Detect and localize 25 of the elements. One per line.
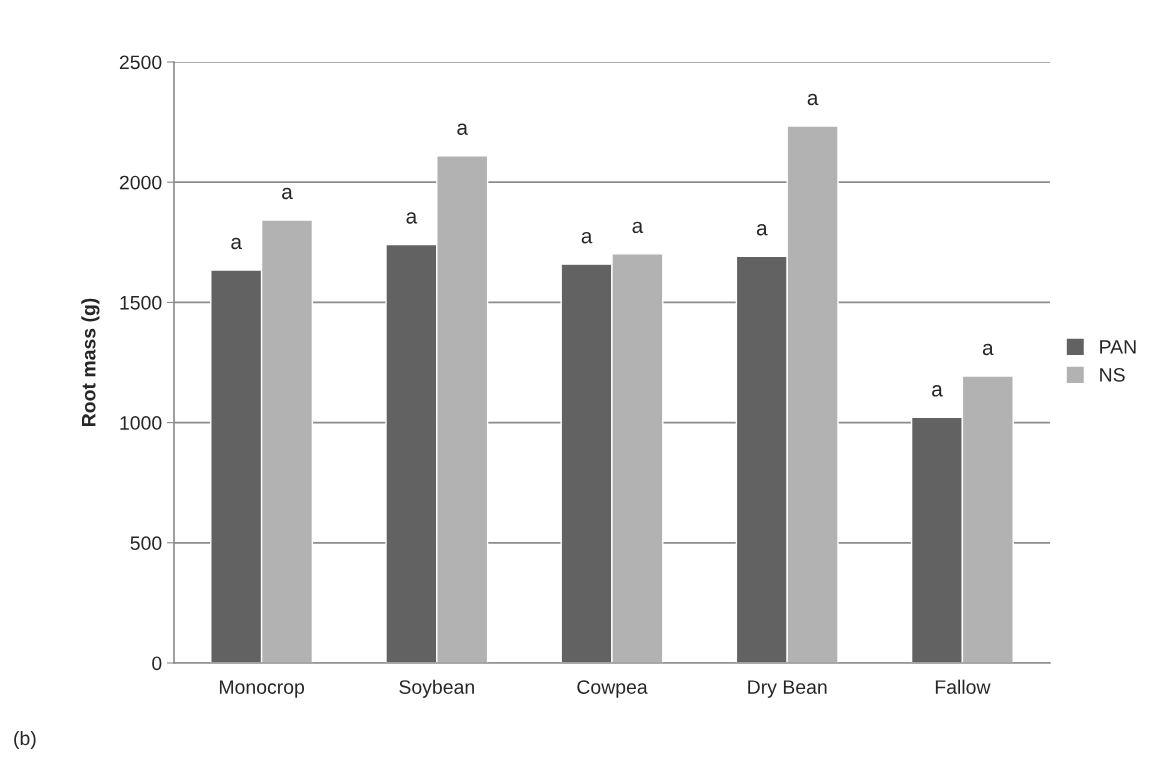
data-label: a bbox=[807, 93, 819, 106]
text: (b) bbox=[14, 730, 36, 750]
data-label: a bbox=[581, 231, 593, 244]
data-label: a bbox=[756, 224, 768, 236]
x-tick-label: Soybean bbox=[399, 679, 474, 698]
x-tick-label: Dry Bean bbox=[748, 680, 827, 698]
data-label: a bbox=[457, 123, 468, 135]
x-tick-label: Cowpea bbox=[577, 680, 648, 698]
legend-label: NS bbox=[1100, 367, 1125, 382]
x-tick-label: Monocrop bbox=[219, 680, 305, 698]
data-label: a bbox=[932, 385, 943, 397]
y-axis-title: Root mass (g) bbox=[81, 298, 100, 427]
y-tick-label: 1000 bbox=[120, 416, 162, 430]
y-tick-label: 500 bbox=[130, 536, 162, 551]
y-tick-label: 2000 bbox=[119, 175, 162, 190]
legend-label: PAN bbox=[1100, 340, 1136, 354]
y-tick-label: 1500 bbox=[120, 295, 162, 310]
data-label: a bbox=[231, 237, 242, 250]
data-label: a bbox=[632, 221, 644, 234]
data-label: a bbox=[406, 212, 418, 224]
y-tick-label: 2500 bbox=[119, 55, 162, 70]
y-tick-label: 0 bbox=[152, 656, 162, 671]
x-tick-label: Fallow bbox=[935, 679, 991, 694]
data-label: a bbox=[282, 187, 293, 200]
data-label: a bbox=[982, 343, 994, 356]
